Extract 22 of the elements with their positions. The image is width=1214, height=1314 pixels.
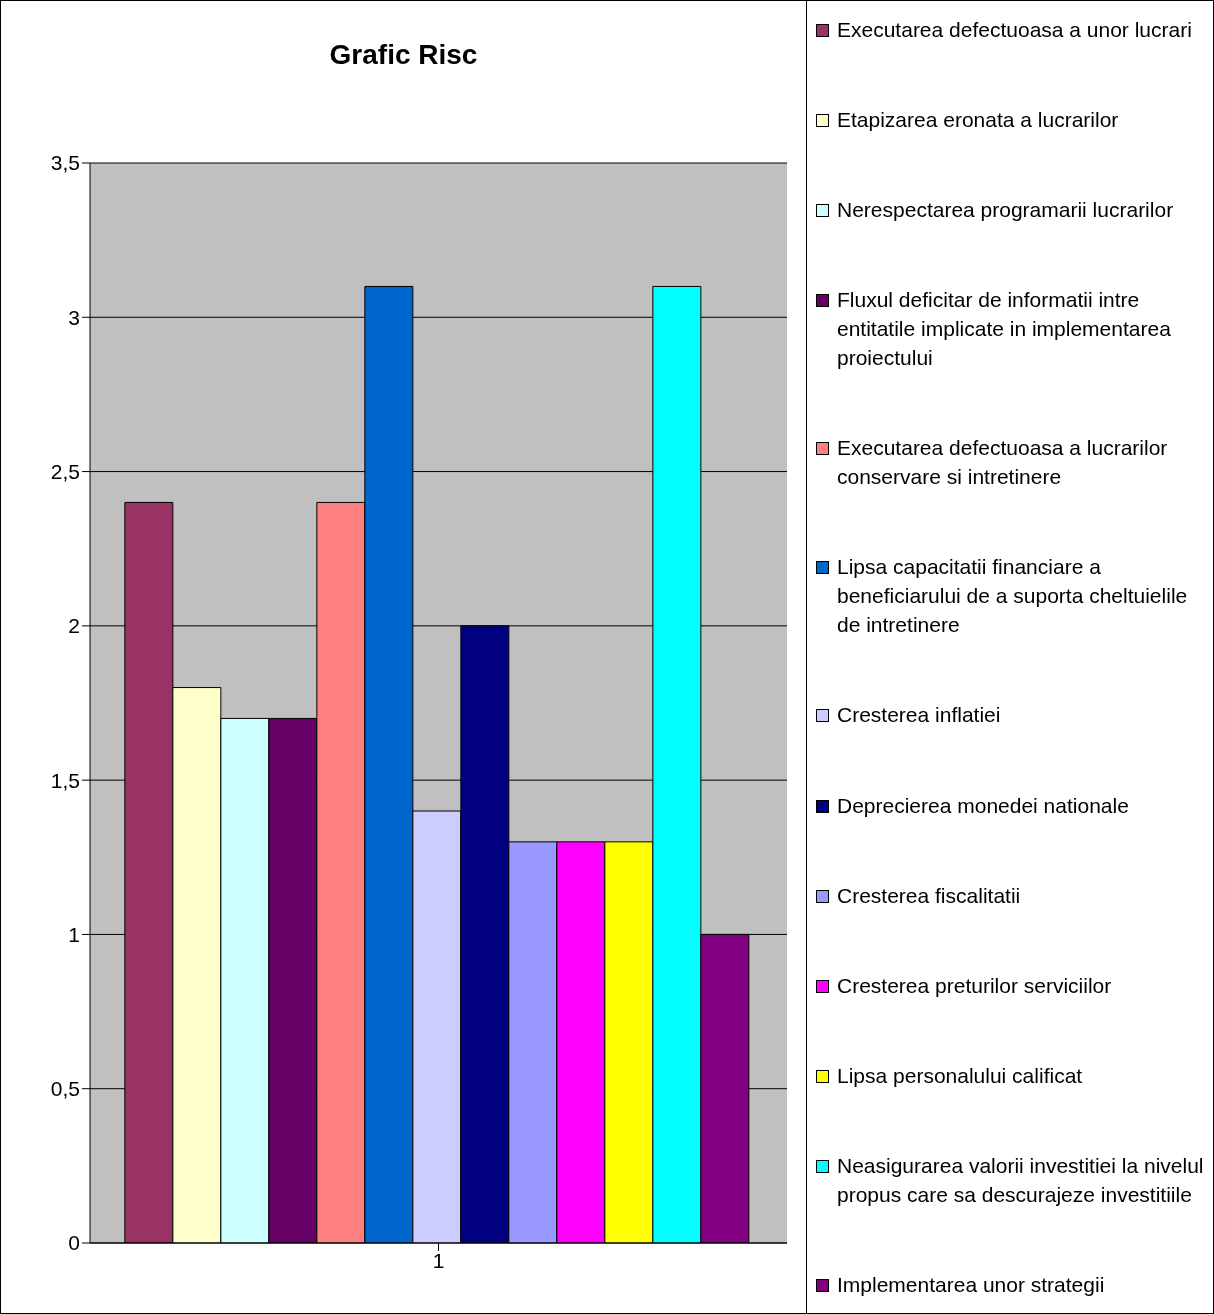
y-tick-label: 0,5	[50, 1077, 80, 1101]
legend-label: Implementarea unor strategii	[837, 1271, 1105, 1298]
legend-label: Neasigurarea valorii investitiei la nivelul propus care sa descurajeze investitiile	[837, 1152, 1205, 1208]
legend-label: Nerespectarea programarii lucrarilor	[837, 197, 1174, 224]
legend-label: Lipsa capacitatii financiare a beneficiarului de a suporta cheltuielile de intretinere	[837, 554, 1189, 639]
y-tick-label: 3,5	[50, 151, 80, 175]
y-tick-label: 2,5	[50, 460, 80, 484]
y-tick-label: 2	[68, 614, 80, 638]
legend-label: Lipsa personalului calificat	[837, 1062, 1083, 1089]
chart-title: Grafic Risc	[328, 39, 479, 71]
legend-label: Deprecierea monedei nationale	[837, 792, 1129, 819]
y-tick-label: 0	[68, 1231, 80, 1255]
legend-label: Cresterea fiscalitatii	[837, 882, 1021, 909]
legend-label: Etapizarea eronata a lucrarilor	[837, 107, 1119, 134]
y-tick-label: 3	[68, 305, 80, 329]
legend-label: Cresterea inflatiei	[837, 702, 1001, 729]
legend-label: Cresterea preturilor serviciilor	[837, 972, 1112, 999]
y-tick-label: 1	[68, 922, 80, 946]
legend-label: Fluxul deficitar de informatii intre entitatile implicate in implementarea proiectului	[837, 287, 1172, 372]
legend-label: Executarea defectuoasa a lucrarilor conservare si intretinere	[837, 435, 1169, 491]
legend-label: Executarea defectuoasa a unor lucrari	[837, 17, 1192, 43]
y-tick-label: 1,5	[50, 768, 80, 792]
